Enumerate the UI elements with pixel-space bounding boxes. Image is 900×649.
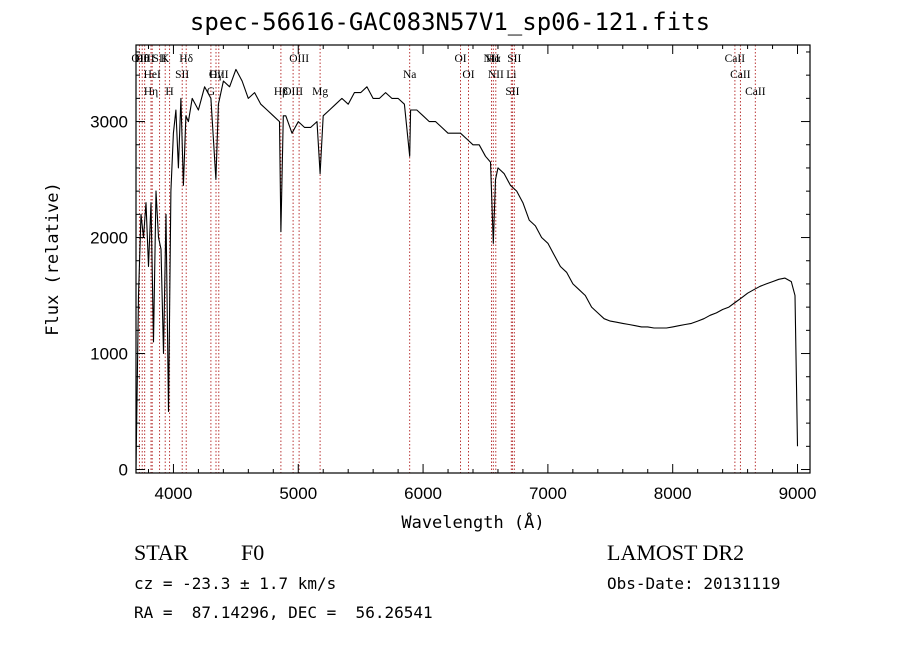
- line-label: Hβ: [274, 86, 288, 98]
- line-label: Hγ: [209, 69, 222, 81]
- spectrum-line: [135, 68, 799, 470]
- observation-date: Obs-Date: 20131119: [607, 574, 781, 593]
- y-tick-label: 2000: [90, 229, 128, 248]
- line-label: K: [161, 53, 170, 65]
- axis-ticks: [136, 45, 810, 473]
- line-label: CaII: [730, 69, 751, 81]
- emission-line-labels: OIIHθOIIIHηHeISIIKHSIIHδGHγOIIIHβOIIIOII…: [131, 53, 765, 98]
- line-label: NII: [488, 69, 504, 81]
- plot-frame: [135, 44, 811, 474]
- line-label: OIII: [135, 53, 155, 65]
- line-label: Li: [506, 69, 516, 81]
- y-axis-label: Flux (relative): [43, 182, 63, 336]
- line-label: Hθ: [135, 53, 149, 65]
- chart-title: spec-56616-GAC083N57V1_sp06-121.fits: [189, 8, 711, 36]
- line-label: Mg: [312, 86, 328, 98]
- line-label: Hη: [144, 86, 158, 98]
- line-label: OIII: [209, 69, 229, 81]
- line-label: SII: [153, 53, 167, 65]
- x-axis-label: Wavelength (Å): [401, 511, 544, 533]
- y-tick-label: 1000: [90, 345, 128, 364]
- line-label: OII: [131, 53, 147, 65]
- survey-name: LAMOST DR2: [607, 540, 745, 565]
- x-tick-label: 4000: [155, 484, 193, 503]
- line-label: SII: [505, 86, 519, 98]
- line-label: CaII: [745, 86, 766, 98]
- line-label: H: [165, 86, 173, 98]
- object-type: STAR: [134, 540, 189, 565]
- emission-line-markers: [138, 45, 756, 473]
- line-label: G: [207, 86, 215, 98]
- y-tick-label: 3000: [90, 113, 128, 132]
- sky-coordinates: RA = 87.14296, DEC = 56.26541: [134, 603, 433, 622]
- line-label: SII: [507, 53, 521, 65]
- line-label: NII: [483, 53, 499, 65]
- x-tick-label: 6000: [404, 484, 442, 503]
- x-tick-label: 9000: [779, 484, 817, 503]
- line-label: Hδ: [179, 53, 193, 65]
- line-label: OIII: [289, 53, 309, 65]
- spectral-class: F0: [241, 540, 265, 565]
- x-tick-label: 5000: [279, 484, 317, 503]
- line-label: Hα: [486, 53, 500, 65]
- x-tick-label: 7000: [529, 484, 567, 503]
- spectrum-series: [135, 68, 799, 470]
- line-label: Na: [403, 69, 416, 81]
- line-label: OI: [454, 53, 466, 65]
- axis-tick-labels: 4000 5000 6000 7000 8000 9000 0 1000 2000 3000: [90, 113, 816, 503]
- x-tick-label: 8000: [654, 484, 692, 503]
- line-label: OIII: [283, 86, 303, 98]
- redshift-value: cz = -23.3 ± 1.7 km/s: [134, 574, 337, 593]
- line-label: HeI: [144, 69, 161, 81]
- y-tick-label: 0: [119, 461, 128, 480]
- line-label: CaII: [725, 53, 746, 65]
- line-label: OI: [462, 69, 474, 81]
- line-label: SII: [175, 69, 189, 81]
